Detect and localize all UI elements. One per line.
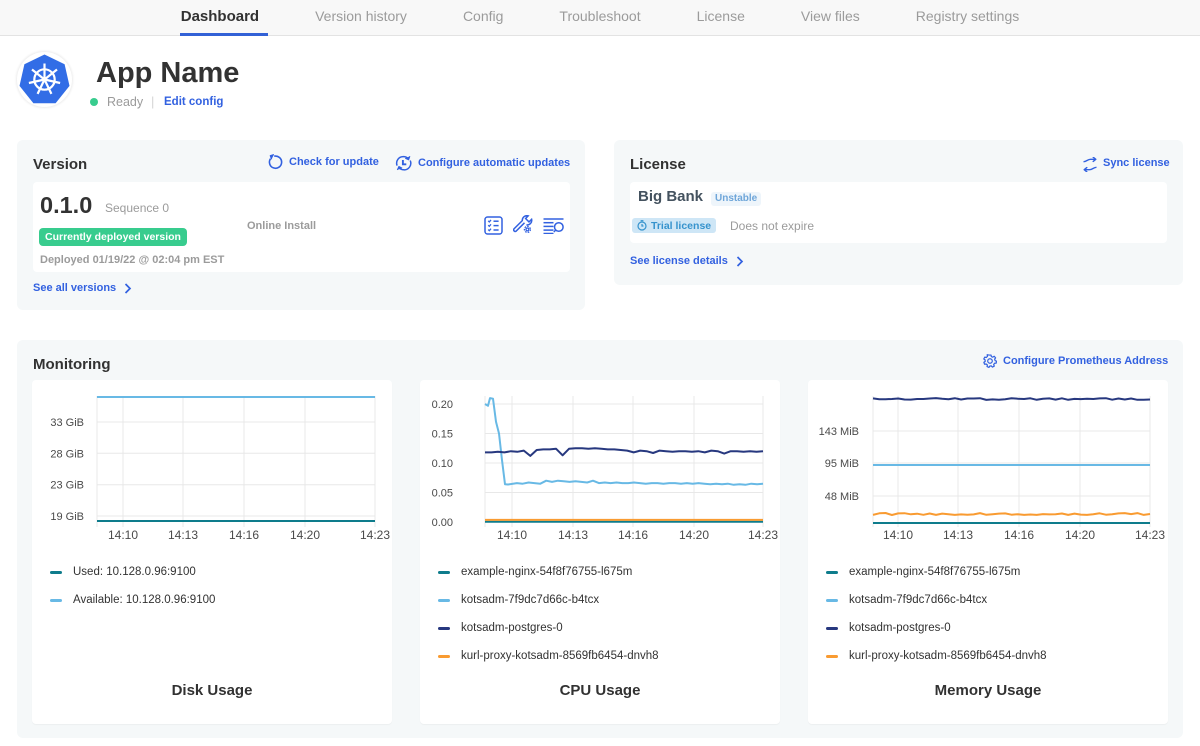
svg-text:14:20: 14:20 <box>290 528 320 542</box>
svg-text:14:16: 14:16 <box>229 528 259 542</box>
svg-text:0.00: 0.00 <box>432 517 453 529</box>
svg-text:14:23: 14:23 <box>748 528 778 542</box>
svg-text:14:23: 14:23 <box>360 528 390 542</box>
svg-text:0.10: 0.10 <box>432 458 453 470</box>
svg-text:19 GiB: 19 GiB <box>50 511 84 523</box>
svg-text:0.05: 0.05 <box>432 488 453 500</box>
svg-text:14:13: 14:13 <box>168 528 198 542</box>
svg-text:14:20: 14:20 <box>679 528 709 542</box>
svg-text:48 MiB: 48 MiB <box>825 491 859 503</box>
svg-text:0.15: 0.15 <box>432 429 453 441</box>
svg-text:14:10: 14:10 <box>497 528 527 542</box>
svg-text:14:10: 14:10 <box>883 528 913 542</box>
svg-text:28 GiB: 28 GiB <box>50 448 84 460</box>
svg-text:95 MiB: 95 MiB <box>825 458 859 470</box>
svg-text:33 GiB: 33 GiB <box>50 417 84 429</box>
svg-text:0.20: 0.20 <box>432 399 453 411</box>
svg-text:23 GiB: 23 GiB <box>50 480 84 492</box>
svg-text:14:23: 14:23 <box>1135 528 1165 542</box>
svg-text:143 MiB: 143 MiB <box>819 426 859 438</box>
svg-text:14:16: 14:16 <box>618 528 648 542</box>
svg-text:14:16: 14:16 <box>1004 528 1034 542</box>
svg-text:14:20: 14:20 <box>1065 528 1095 542</box>
svg-text:14:13: 14:13 <box>558 528 588 542</box>
svg-text:14:13: 14:13 <box>943 528 973 542</box>
svg-text:14:10: 14:10 <box>108 528 138 542</box>
